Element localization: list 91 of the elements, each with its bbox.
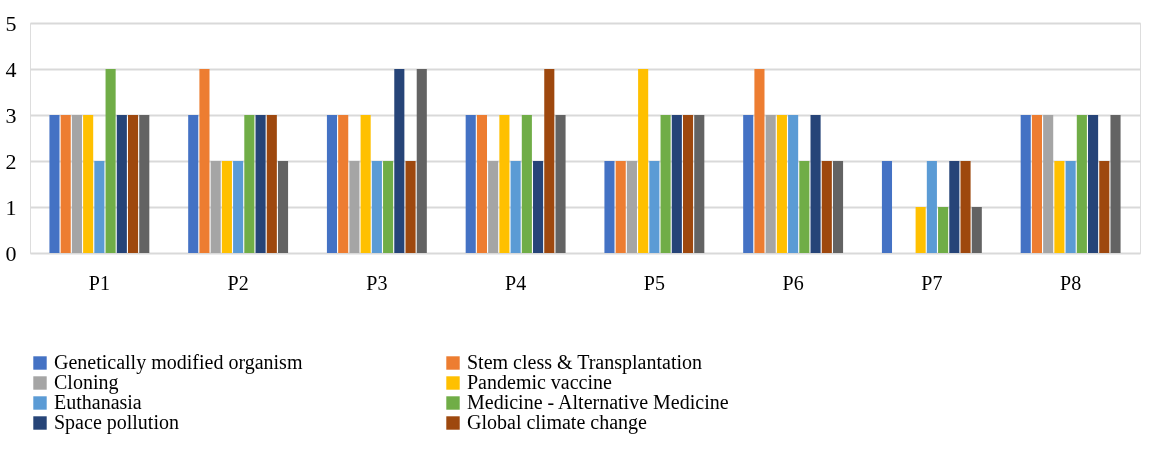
bar [266, 115, 277, 253]
bar [926, 161, 937, 253]
bar [128, 115, 139, 253]
bar [105, 69, 116, 253]
bar [139, 115, 150, 253]
bar [371, 161, 382, 253]
bar [255, 115, 266, 253]
bar [326, 115, 338, 253]
bar [754, 69, 765, 253]
bar [221, 161, 232, 253]
x-tick-label: P3 [366, 271, 388, 294]
bar [881, 161, 893, 253]
bar [1065, 161, 1076, 253]
bar [604, 161, 615, 253]
bar [521, 115, 532, 253]
bar [649, 161, 660, 253]
bar [1088, 115, 1099, 253]
bar [1110, 115, 1121, 253]
bar [360, 115, 371, 253]
bar [832, 161, 844, 253]
bar [188, 115, 199, 253]
bar [116, 115, 127, 253]
bar [210, 161, 221, 253]
bar [83, 115, 94, 253]
legend-label: Stem cless & Transplantation [467, 351, 702, 374]
bar [694, 115, 705, 253]
bar [743, 115, 754, 253]
bar [638, 69, 649, 253]
y-tick-label: 0 [5, 240, 17, 266]
bar [788, 115, 799, 253]
bar [233, 161, 244, 253]
bar [277, 161, 289, 253]
bar [94, 161, 105, 253]
legend-label: Global climate change [467, 411, 648, 434]
bar [1031, 115, 1042, 253]
legend-label: Pandemic vaccine [467, 371, 613, 393]
bar [671, 115, 682, 253]
bar [1054, 161, 1065, 253]
bar [960, 161, 971, 253]
bar [244, 115, 255, 253]
bar [499, 115, 510, 253]
bar [199, 69, 210, 253]
bar [555, 115, 566, 253]
bar [915, 207, 926, 253]
x-tick-label: P8 [1060, 271, 1082, 294]
bar [416, 69, 427, 253]
bar [765, 115, 776, 253]
x-tick-label: P1 [88, 271, 110, 294]
bar [1076, 115, 1087, 253]
bar [938, 207, 949, 253]
bar [49, 115, 60, 253]
bar [971, 207, 982, 253]
bar [405, 161, 416, 253]
legend-label: Genetically modified organism [54, 351, 303, 374]
bar [1020, 115, 1031, 253]
y-tick-label: 5 [5, 10, 17, 36]
bar [60, 115, 71, 253]
bar [949, 161, 960, 253]
bar [821, 161, 832, 253]
bar [683, 115, 694, 253]
bar [660, 115, 671, 253]
x-tick-label: P7 [921, 271, 943, 294]
bar [533, 161, 544, 253]
x-tick-label: P4 [505, 271, 527, 294]
bar [544, 69, 555, 253]
bar [394, 69, 405, 253]
x-tick-label: P5 [643, 271, 665, 294]
legend-label: Space pollution [54, 411, 179, 434]
bar [488, 161, 499, 253]
bar [476, 115, 487, 253]
y-tick-label: 3 [5, 102, 17, 128]
bar [615, 161, 626, 253]
legend-label: Cloning [54, 371, 119, 394]
bar [776, 115, 787, 253]
bar [626, 161, 637, 253]
legend-label: Medicine - Alternative Medicine [467, 391, 729, 413]
bar [349, 161, 360, 253]
bar [810, 115, 821, 253]
bar [1043, 115, 1054, 253]
bar [799, 161, 810, 253]
y-tick-label: 4 [5, 56, 17, 82]
bar [465, 115, 476, 253]
bar [510, 161, 521, 253]
bar [338, 115, 349, 253]
y-tick-label: 1 [5, 194, 17, 220]
x-tick-label: P6 [782, 271, 804, 294]
bar [1099, 161, 1110, 253]
bar [71, 115, 82, 253]
y-tick-label: 2 [5, 148, 17, 174]
bar [383, 161, 394, 253]
x-tick-label: P2 [227, 271, 249, 294]
